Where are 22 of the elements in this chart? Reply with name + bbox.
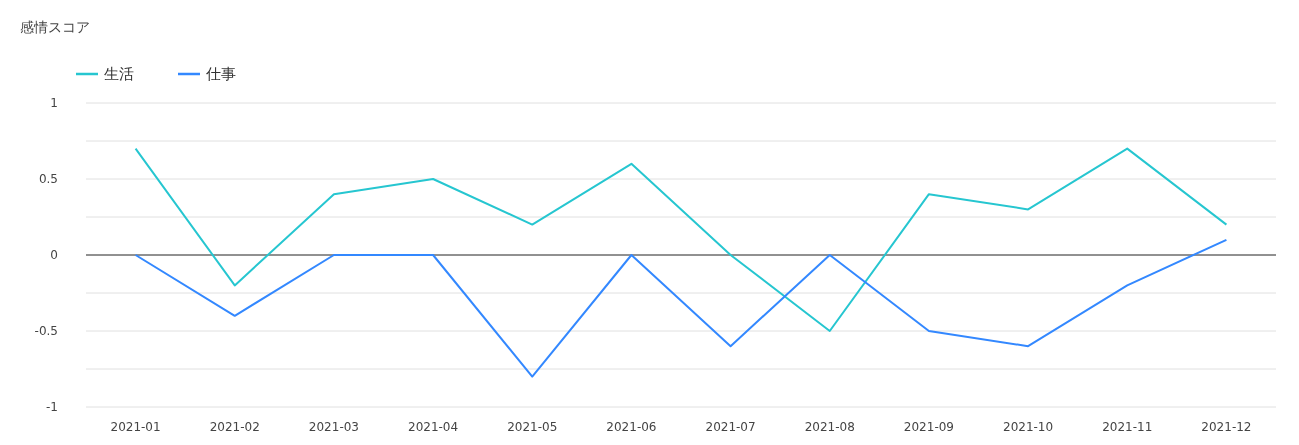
x-tick-label: 2021-03 — [308, 420, 359, 434]
x-tick-label: 2021-08 — [804, 420, 855, 434]
x-tick-label: 2021-07 — [705, 420, 756, 434]
x-tick-label: 2021-01 — [110, 420, 161, 434]
x-tick-label: 2021-04 — [408, 420, 459, 434]
y-tick-label: -0.5 — [34, 324, 58, 339]
x-tick-label: 2021-06 — [606, 420, 657, 434]
y-tick-label: 1 — [50, 96, 58, 111]
y-tick-label: 0 — [50, 248, 58, 263]
x-tick-label: 2021-09 — [903, 420, 954, 434]
y-tick-label: 0.5 — [38, 172, 58, 187]
x-tick-label: 2021-12 — [1201, 420, 1252, 434]
line-series — [134, 238, 1228, 378]
x-tick-label: 2021-05 — [507, 420, 558, 434]
y-tick-label: -1 — [46, 400, 58, 415]
legend-label: 生活 — [104, 65, 134, 84]
chart-title: 感情スコア — [20, 19, 90, 35]
x-tick-label: 2021-11 — [1102, 420, 1153, 434]
x-tick-label: 2021-02 — [209, 420, 260, 434]
line-series — [134, 147, 1228, 332]
legend-label: 仕事 — [205, 65, 236, 84]
x-tick-label: 2021-10 — [1003, 420, 1054, 434]
